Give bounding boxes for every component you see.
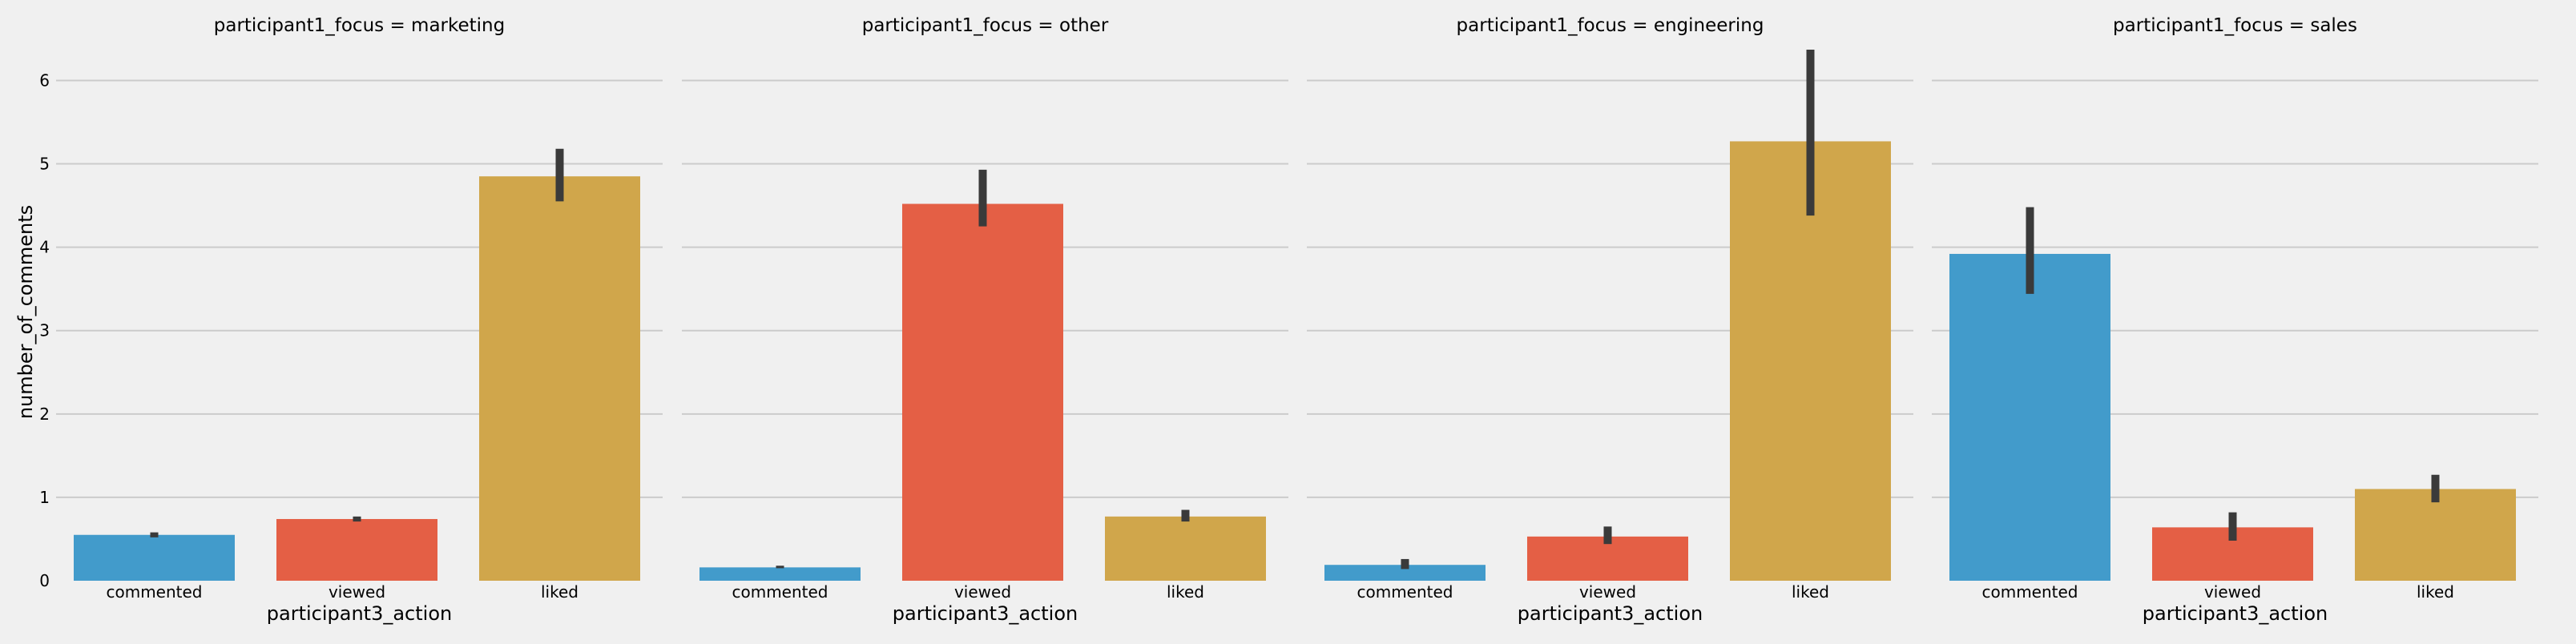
x-tick-label: liked bbox=[541, 582, 578, 602]
x-axis-label: participant3_action bbox=[2143, 602, 2328, 625]
x-tick-label: commented bbox=[1357, 582, 1453, 602]
x-tick-label: liked bbox=[1167, 582, 1204, 602]
y-tick-label: 4 bbox=[39, 238, 50, 257]
bar-viewed bbox=[902, 203, 1063, 581]
bar-commented bbox=[74, 534, 235, 581]
y-tick-label: 2 bbox=[39, 405, 50, 424]
bar-viewed bbox=[276, 518, 437, 581]
x-tick-label: commented bbox=[106, 582, 202, 602]
x-axis-label: participant3_action bbox=[1518, 602, 1703, 625]
y-axis-label: number_of_comments bbox=[14, 205, 37, 419]
x-tick-label: liked bbox=[2417, 582, 2454, 602]
x-tick-label: liked bbox=[1792, 582, 1829, 602]
bar-commented bbox=[1949, 253, 2110, 581]
facet-title: participant1_focus = other bbox=[862, 15, 1109, 36]
y-tick-label: 6 bbox=[39, 70, 50, 90]
x-tick-label: viewed bbox=[329, 582, 385, 602]
y-tick-label: 5 bbox=[39, 155, 50, 174]
facet-title: participant1_focus = engineering bbox=[1457, 15, 1764, 36]
bar-commented bbox=[1324, 565, 1486, 581]
y-tick-label: 1 bbox=[39, 488, 50, 507]
x-tick-label: commented bbox=[732, 582, 828, 602]
x-tick-label: viewed bbox=[1579, 582, 1636, 602]
bar-liked bbox=[1105, 516, 1266, 581]
x-tick-label: viewed bbox=[954, 582, 1011, 602]
facet-title: participant1_focus = sales bbox=[2113, 15, 2357, 36]
bar-liked bbox=[2355, 489, 2516, 581]
x-axis-label: participant3_action bbox=[267, 602, 452, 625]
x-tick-label: commented bbox=[1981, 582, 2078, 602]
facet-title: participant1_focus = marketing bbox=[214, 15, 505, 36]
x-axis-label: participant3_action bbox=[893, 602, 1078, 625]
y-tick-label: 3 bbox=[39, 321, 50, 340]
bar-commented bbox=[699, 567, 861, 581]
y-tick-label: 0 bbox=[39, 571, 50, 590]
x-tick-label: viewed bbox=[2204, 582, 2261, 602]
bar-liked bbox=[479, 176, 640, 581]
